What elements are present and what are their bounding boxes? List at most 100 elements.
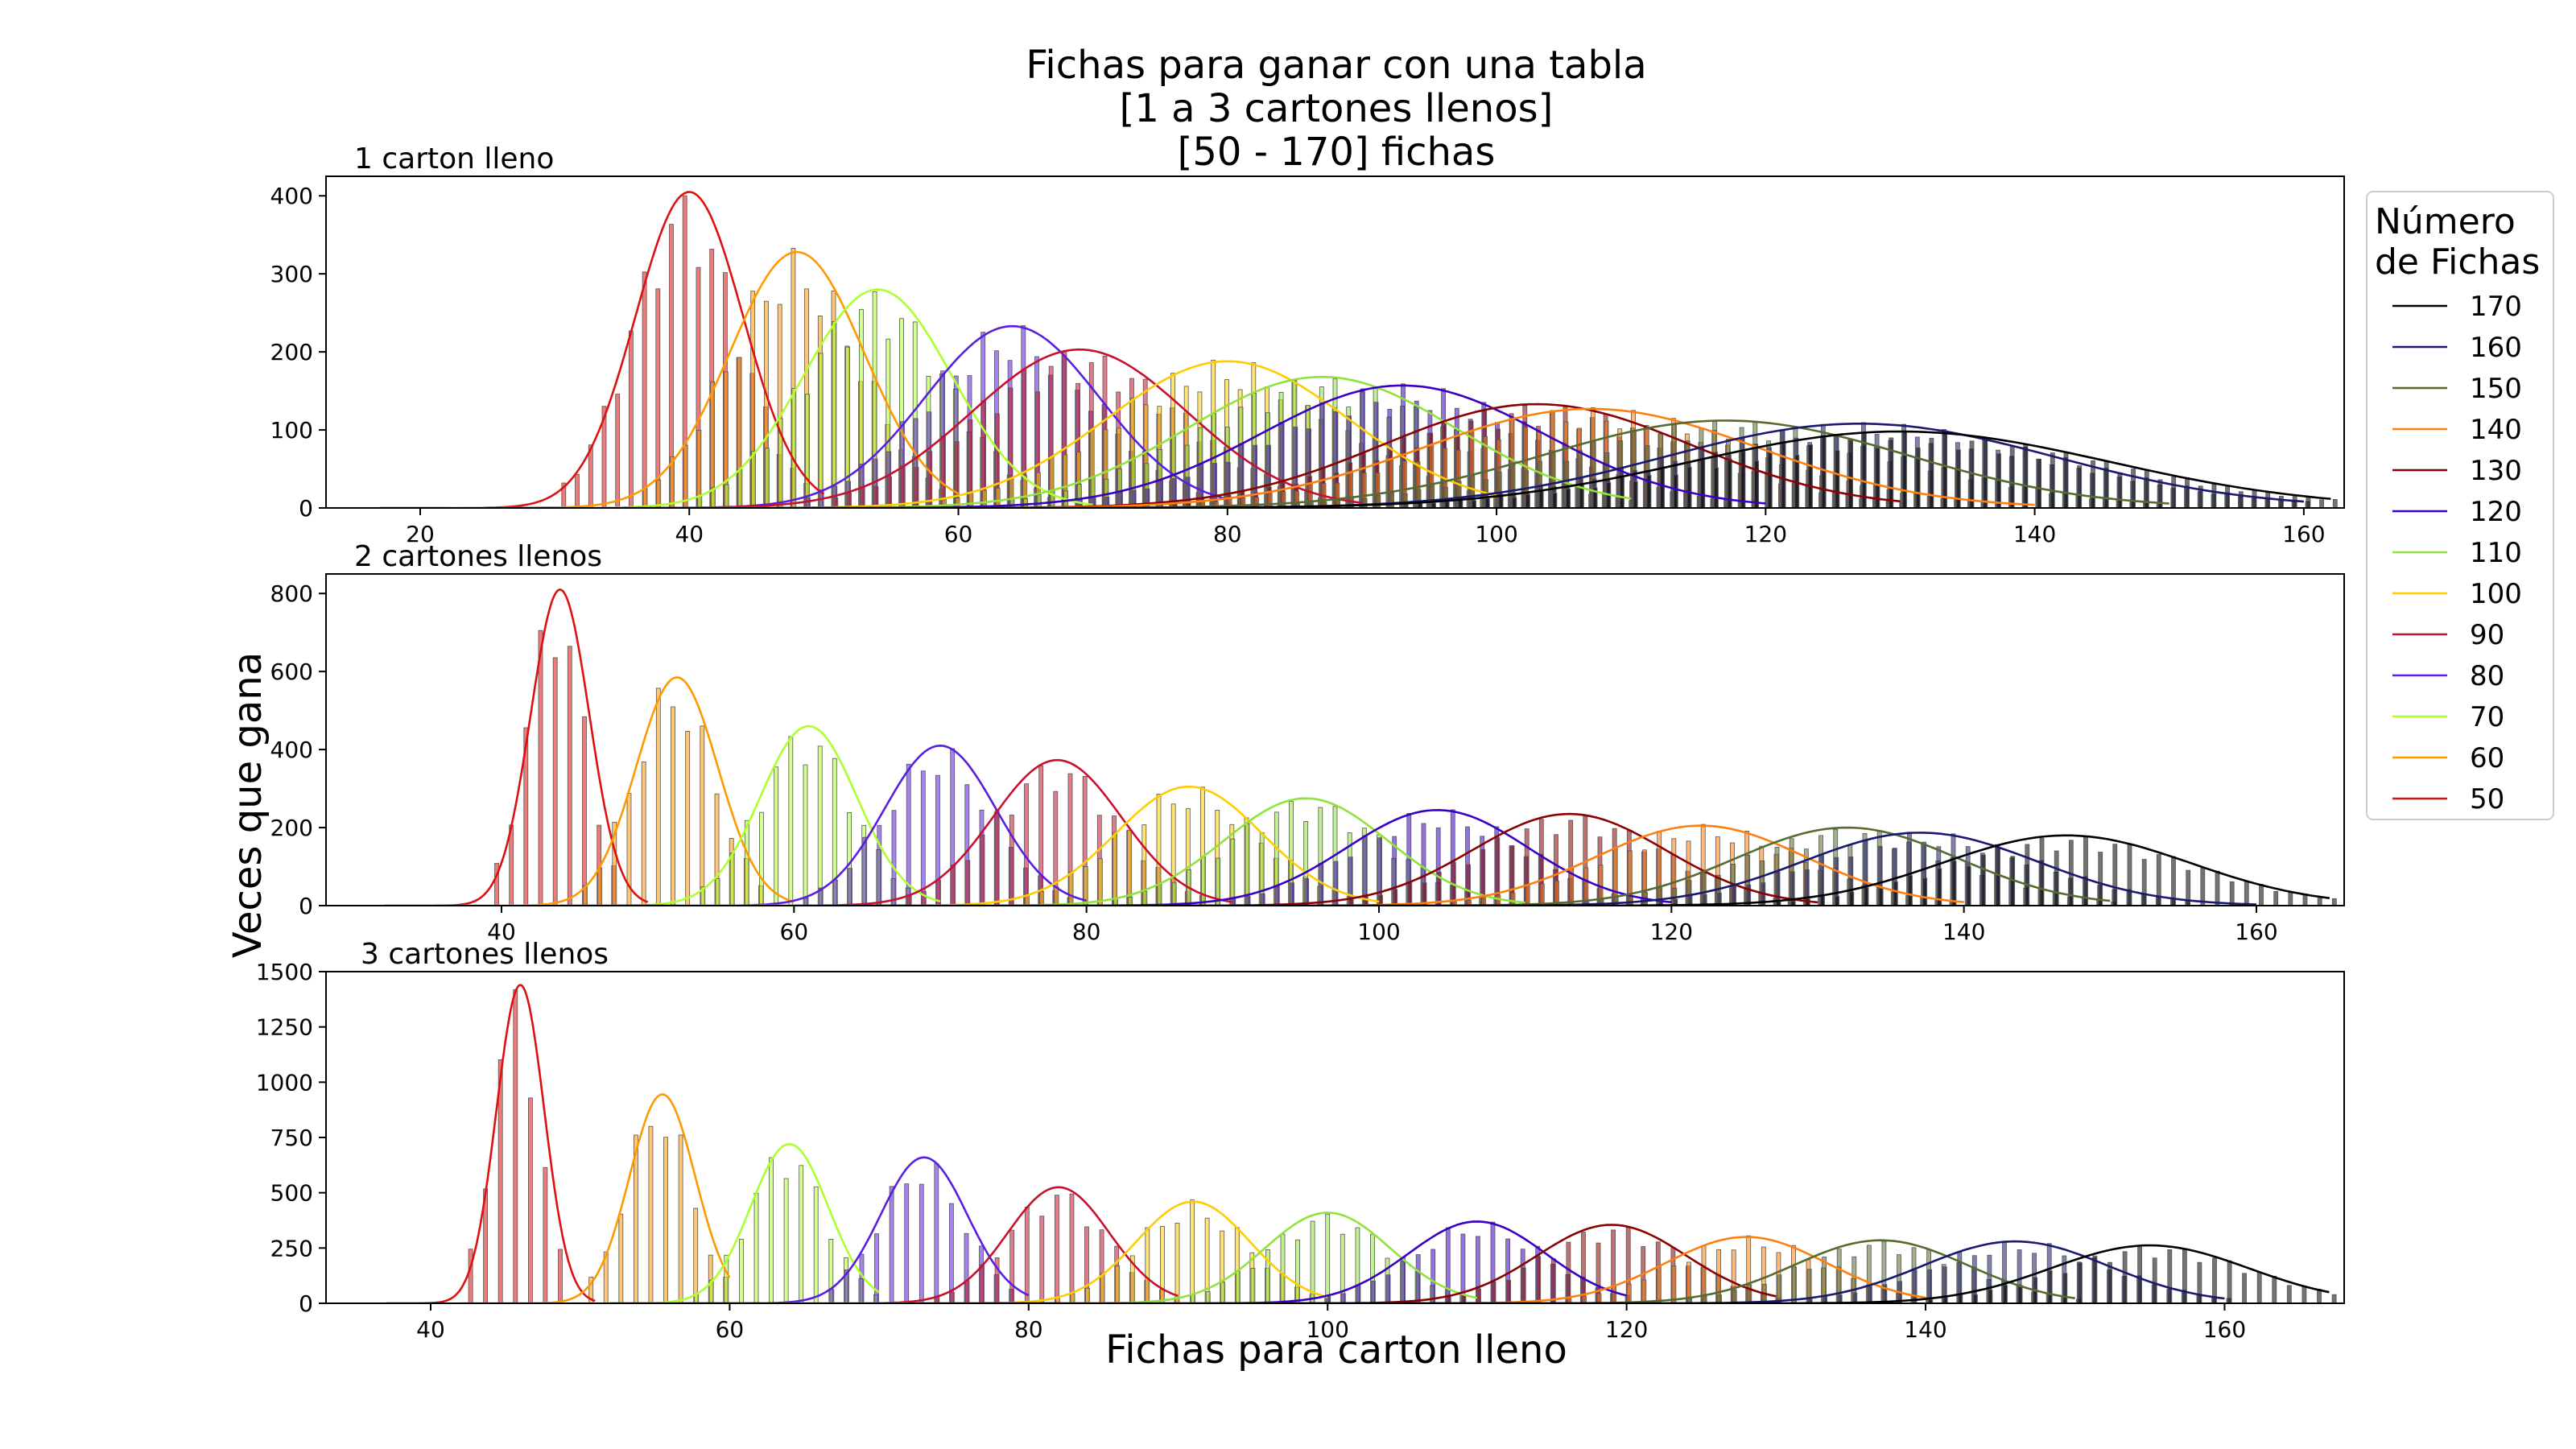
bar — [700, 725, 705, 906]
bar — [1117, 469, 1122, 508]
bar — [669, 224, 674, 508]
bar — [697, 495, 703, 508]
legend-label: 130 — [2470, 455, 2522, 487]
bar — [2200, 868, 2206, 906]
bar — [528, 1097, 533, 1303]
legend-label: 120 — [2470, 496, 2522, 528]
bar — [1790, 900, 1796, 906]
series-line-90 — [514, 348, 1363, 508]
bar — [1714, 467, 1719, 508]
bar — [1036, 494, 1042, 508]
bar — [899, 318, 904, 508]
x-tick-label: 100 — [1306, 1316, 1348, 1343]
legend-label: 150 — [2470, 373, 2522, 405]
bar — [1375, 473, 1381, 508]
bar — [1777, 1274, 1782, 1303]
bar — [1235, 1270, 1241, 1303]
bar — [1740, 451, 1746, 508]
bar — [1790, 871, 1795, 906]
bar — [1069, 1193, 1075, 1303]
bar — [889, 1186, 894, 1303]
bar — [941, 436, 946, 508]
series-line-60 — [460, 1093, 731, 1303]
bar — [1554, 880, 1559, 906]
series-line-150 — [1133, 1239, 2075, 1303]
bar — [1485, 498, 1490, 508]
bar — [678, 1134, 683, 1303]
bar — [2252, 489, 2257, 508]
bar — [1835, 895, 1840, 906]
bar — [982, 489, 987, 508]
y-tick-label: 0 — [299, 893, 313, 919]
bar — [1512, 497, 1517, 508]
series-line-170 — [1086, 834, 2330, 906]
bar — [1089, 427, 1095, 508]
legend-label: 90 — [2470, 619, 2504, 651]
bar — [1929, 437, 1934, 508]
bar — [994, 810, 1000, 906]
bar — [1230, 838, 1236, 906]
bar — [774, 766, 779, 906]
bar — [1063, 454, 1068, 508]
bar — [1656, 1266, 1662, 1303]
bar — [1115, 1265, 1121, 1303]
bar — [2185, 477, 2190, 508]
bar — [601, 406, 607, 508]
series-line-60 — [420, 250, 960, 508]
x-tick-label: 160 — [2235, 919, 2277, 945]
y-tick-label: 1250 — [256, 1014, 313, 1041]
bar — [1980, 854, 1986, 906]
bar — [1673, 474, 1678, 508]
bar — [1937, 868, 1942, 906]
bar — [2211, 484, 2217, 508]
bar — [1822, 1257, 1827, 1303]
bar — [872, 291, 877, 508]
bar — [2301, 1286, 2307, 1303]
bar — [671, 706, 675, 906]
bar — [561, 482, 567, 508]
bar — [1506, 1279, 1511, 1303]
plot-area — [379, 191, 2338, 508]
bars-series-70 — [694, 1157, 878, 1303]
y-tick-label: 800 — [270, 580, 313, 607]
bar — [696, 430, 702, 508]
bar — [1987, 1254, 1992, 1303]
x-tick-label: 140 — [1942, 919, 1985, 945]
bar — [765, 448, 770, 508]
bar — [1129, 1255, 1135, 1303]
bar — [1068, 871, 1074, 906]
bar — [805, 394, 810, 508]
bar — [791, 388, 797, 508]
subplot-2: 2 cartones llenos 40 60 80 100 120 140 160 0 200 4… — [270, 540, 2345, 945]
bar — [497, 1059, 503, 1303]
bar — [920, 770, 926, 906]
bar — [2077, 1262, 2083, 1303]
bar — [1160, 1226, 1165, 1303]
bar — [1347, 415, 1352, 508]
bar — [2003, 1285, 2008, 1303]
series-line-80 — [609, 1156, 1030, 1303]
bar — [1421, 823, 1426, 906]
bar — [729, 852, 735, 906]
bar — [1318, 807, 1323, 906]
bar — [1912, 1269, 1918, 1303]
bar — [1303, 821, 1309, 906]
bar — [1611, 1229, 1616, 1303]
bar — [964, 784, 970, 906]
x-tick-label: 40 — [675, 521, 704, 547]
figure-title-line-1: Fichas para ganar con una tabla — [1026, 43, 1646, 88]
bar — [2157, 479, 2163, 508]
bar — [1536, 1256, 1542, 1303]
y-tick-label: 1500 — [256, 959, 313, 985]
series-line-70 — [447, 288, 1093, 508]
bar — [1039, 891, 1045, 906]
bars-series-110 — [1191, 1213, 1465, 1303]
x-tick-label: 120 — [1650, 919, 1693, 945]
bar — [1966, 865, 1971, 906]
bar — [1084, 1226, 1089, 1303]
bar — [994, 1257, 1000, 1303]
bar — [2244, 881, 2249, 906]
bar — [1174, 1223, 1180, 1303]
bar — [2225, 485, 2231, 508]
